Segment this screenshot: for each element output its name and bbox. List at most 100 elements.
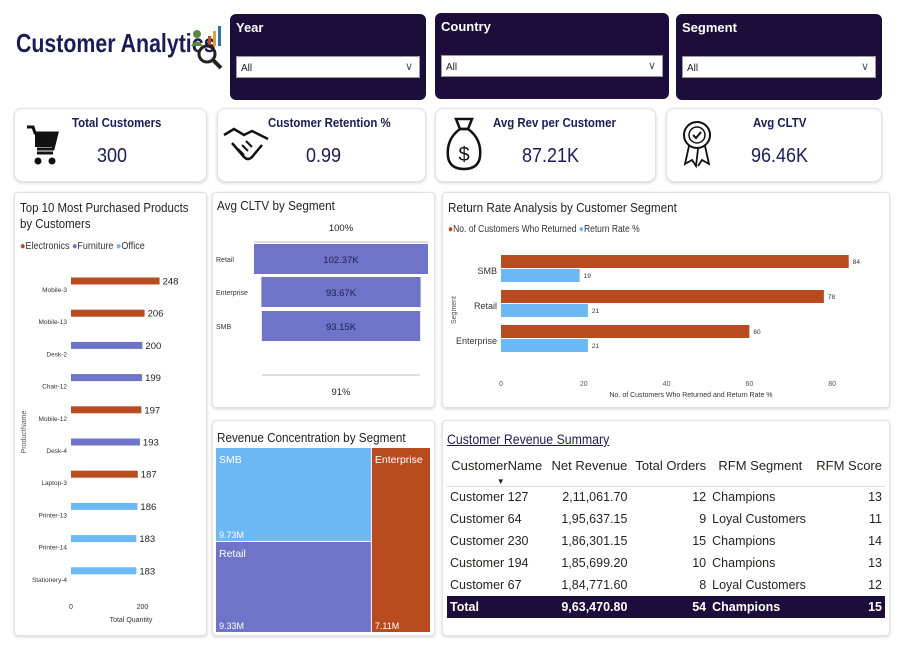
- chart-legend: ●No. of Customers Who Returned ●Return R…: [448, 224, 640, 235]
- chart-title: Avg CLTV by Segment: [217, 198, 335, 213]
- table-row[interactable]: Customer 67 1,84,771.60 8 Loyal Customers 12: [447, 574, 885, 596]
- chevron-down-icon: ∨: [647, 60, 656, 72]
- treemap-label: SMB: [219, 454, 242, 466]
- data-label: 206: [148, 309, 164, 320]
- tick-label: 0: [499, 381, 503, 388]
- column-header-rfm-segment[interactable]: RFM Segment: [718, 457, 803, 473]
- bar: [71, 341, 143, 349]
- data-label: 187: [141, 470, 157, 481]
- cell: 9: [699, 512, 707, 526]
- bar: [501, 290, 824, 303]
- data-label: 19: [584, 273, 592, 280]
- cell: 15: [811, 596, 885, 618]
- column-header-rfm-score[interactable]: RFM Score: [816, 457, 882, 473]
- year-dropdown[interactable]: All ∨: [236, 56, 420, 78]
- table-total-row: Total 9,63,470.80 54 Champions 15: [447, 596, 885, 618]
- axis-label: No. of Customers Who Returned and Return…: [609, 392, 772, 399]
- table-row[interactable]: Customer 230 1,86,301.15 15 Champions 14: [447, 530, 885, 552]
- country-dropdown[interactable]: All ∨: [441, 55, 663, 77]
- cell: 12: [692, 490, 707, 505]
- axis-label: Total Quantity: [110, 617, 153, 624]
- cell: 14: [868, 534, 882, 548]
- analytics-person-icon: [191, 26, 223, 70]
- chevron-down-icon: ∨: [404, 61, 413, 73]
- tick-label: 40: [663, 381, 671, 388]
- cell: Customer 194: [450, 556, 529, 570]
- treemap-label: Enterprise: [375, 454, 423, 466]
- treemap-tile: [216, 448, 371, 541]
- segment-dropdown[interactable]: All ∨: [682, 56, 876, 78]
- cell: Champions: [709, 596, 812, 618]
- cell: 1,85,699.20: [561, 556, 628, 570]
- bar: [501, 339, 588, 352]
- country-dropdown-value: All: [446, 62, 458, 73]
- tick-label: Enterprise: [456, 336, 497, 346]
- data-label: 186: [140, 502, 156, 513]
- data-label: 9.33M: [219, 621, 244, 631]
- table-row[interactable]: Customer 127 2,11,061.70 12 Champions 13: [447, 486, 885, 508]
- cell: 13: [868, 490, 882, 505]
- column-header-customer-name[interactable]: CustomerName ▼: [451, 457, 543, 487]
- data-label: 197: [144, 405, 160, 416]
- data-label: 93.67K: [326, 288, 357, 299]
- legend-dot: ●: [578, 224, 584, 235]
- cell: Customer 64: [450, 512, 522, 526]
- axis-label: Segment: [451, 296, 458, 324]
- sort-descending-icon[interactable]: ▼: [496, 477, 505, 486]
- treemap-tile: [371, 448, 430, 632]
- treemap-label: Retail: [219, 548, 246, 560]
- data-label: 248: [163, 277, 179, 288]
- kpi-customer-retention: Customer Retention % 0.99: [217, 108, 426, 182]
- table-header-row: CustomerName ▼ Net Revenue Total Orders R…: [447, 452, 885, 487]
- country-slicer-label: Country: [441, 19, 491, 34]
- top-products-card: [14, 192, 207, 636]
- legend-label: Electronics: [25, 241, 70, 252]
- tick-label: Desk-4: [46, 448, 67, 455]
- legend-dot: ●: [71, 241, 78, 252]
- data-label: 84: [853, 259, 861, 266]
- tick-label: SMB: [216, 324, 232, 331]
- chevron-down-icon: ∨: [860, 61, 869, 73]
- kpi-title: Customer Retention %: [268, 115, 391, 130]
- bar: [71, 277, 160, 285]
- tick-label: Mobile-13: [38, 319, 67, 326]
- data-label: 21: [592, 343, 600, 350]
- tick-label: 60: [745, 381, 753, 388]
- tick-label: Printer-14: [38, 545, 67, 552]
- tick-label: 20: [580, 381, 588, 388]
- bar: [71, 438, 140, 446]
- cell: 12: [868, 578, 882, 592]
- handshake-icon: [223, 127, 269, 161]
- column-header-total-orders[interactable]: Total Orders: [635, 457, 707, 473]
- bar: [501, 325, 750, 338]
- tick-label: Stationery-4: [32, 577, 67, 584]
- funnel-bar: [254, 244, 428, 274]
- table-row[interactable]: Customer 194 1,85,699.20 10 Champions 13: [447, 552, 885, 574]
- bar: [71, 470, 138, 478]
- chart-title: Top 10 Most Purchased Products by Custom…: [20, 200, 189, 231]
- cell: 2,11,061.70: [562, 490, 628, 505]
- cell: Loyal Customers: [712, 512, 806, 526]
- tick-label: Printer-13: [38, 512, 67, 519]
- column-header-net-revenue[interactable]: Net Revenue: [551, 457, 628, 473]
- kpi-avg-rev-per-customer: $ Avg Rev per Customer 87.21K: [435, 108, 656, 182]
- bar: [71, 502, 138, 510]
- summary-title: Customer Revenue Summary: [447, 431, 610, 447]
- bar: [71, 406, 142, 414]
- tick-label: Enterprise: [216, 290, 248, 297]
- kpi-avg-cltv: Avg CLTV 96.46K: [666, 108, 882, 182]
- cart-icon: [27, 125, 59, 165]
- data-label: 9.73M: [219, 530, 244, 540]
- data-label: 78: [828, 294, 836, 301]
- kpi-title: Avg CLTV: [753, 115, 807, 130]
- bar: [71, 309, 145, 317]
- data-label: 93.15K: [326, 322, 357, 333]
- data-label: 60: [753, 329, 761, 336]
- cell: Total: [447, 596, 547, 618]
- axis-label: ProductName: [21, 410, 28, 453]
- cell: 10: [692, 556, 707, 570]
- tick-label: Desk-2: [46, 351, 67, 358]
- chart-legend: ●Electronics ●Furniture ●Office: [20, 241, 145, 252]
- cell: 54: [630, 596, 710, 618]
- table-row[interactable]: Customer 64 1,95,637.15 9 Loyal Customers 11: [447, 508, 885, 530]
